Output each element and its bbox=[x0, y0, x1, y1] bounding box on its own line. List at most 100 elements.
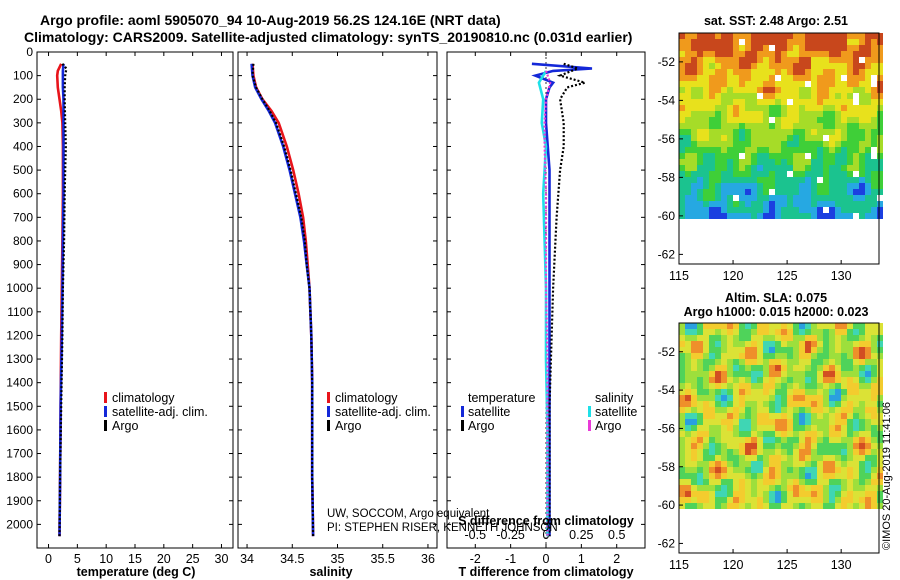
map-cell bbox=[853, 425, 859, 431]
map-cell bbox=[739, 365, 745, 371]
map-cell bbox=[877, 201, 883, 207]
map-cell bbox=[811, 437, 817, 443]
map-cell bbox=[853, 413, 859, 419]
map-cell bbox=[877, 81, 883, 87]
map-cell bbox=[715, 491, 721, 497]
map-cell bbox=[781, 491, 787, 497]
map-cell bbox=[793, 153, 799, 159]
map-cell bbox=[823, 353, 829, 359]
map-cell bbox=[775, 431, 781, 437]
map-cell bbox=[841, 335, 847, 341]
map-cell bbox=[703, 45, 709, 51]
map-cell bbox=[721, 213, 727, 219]
map-cell bbox=[769, 141, 775, 147]
map-cell bbox=[811, 75, 817, 81]
map-cell bbox=[733, 117, 739, 123]
map-cell bbox=[841, 81, 847, 87]
x-tick-label: 35 bbox=[331, 552, 345, 566]
map-cell bbox=[697, 45, 703, 51]
map-cell bbox=[685, 129, 691, 135]
map-cell bbox=[835, 201, 841, 207]
map-cell bbox=[685, 377, 691, 383]
map-cell bbox=[757, 341, 763, 347]
map-cell bbox=[865, 165, 871, 171]
map-cell bbox=[691, 323, 697, 329]
map-cell bbox=[847, 87, 853, 93]
map-cell bbox=[805, 449, 811, 455]
map-cell bbox=[799, 135, 805, 141]
map-cell bbox=[871, 431, 877, 437]
map-cell bbox=[721, 491, 727, 497]
map-cell bbox=[709, 365, 715, 371]
map-cell bbox=[751, 473, 757, 479]
map-cell bbox=[859, 183, 865, 189]
map-cell bbox=[709, 335, 715, 341]
map-cell bbox=[799, 371, 805, 377]
map-cell bbox=[799, 183, 805, 189]
map-cell bbox=[817, 491, 823, 497]
map-cell bbox=[871, 395, 877, 401]
map-cell bbox=[859, 461, 865, 467]
map-cell bbox=[799, 323, 805, 329]
map-cell bbox=[811, 479, 817, 485]
map-cell bbox=[757, 183, 763, 189]
map-cell bbox=[757, 371, 763, 377]
map-cell bbox=[733, 201, 739, 207]
map-cell bbox=[841, 153, 847, 159]
map-cell bbox=[859, 123, 865, 129]
map-cell bbox=[847, 407, 853, 413]
map-cell bbox=[679, 347, 685, 353]
map-cell bbox=[739, 207, 745, 213]
map-cell bbox=[745, 503, 751, 509]
map-cell bbox=[763, 479, 769, 485]
map-cell bbox=[685, 341, 691, 347]
map-cell bbox=[859, 419, 865, 425]
map-cell bbox=[793, 413, 799, 419]
map-cell bbox=[823, 359, 829, 365]
map-cell bbox=[835, 389, 841, 395]
map-cell bbox=[763, 111, 769, 117]
map-cell bbox=[745, 99, 751, 105]
map-cell bbox=[739, 449, 745, 455]
map-cell bbox=[787, 425, 793, 431]
map-cell bbox=[853, 63, 859, 69]
map-cell bbox=[727, 407, 733, 413]
x-tick-label: 34 bbox=[240, 552, 254, 566]
series-line-salinity-argo bbox=[543, 70, 552, 537]
map-cell bbox=[781, 117, 787, 123]
map-cell bbox=[799, 51, 805, 57]
map-cell bbox=[793, 359, 799, 365]
map-cell bbox=[853, 419, 859, 425]
map-cell bbox=[721, 207, 727, 213]
map-cell bbox=[859, 153, 865, 159]
map-cell bbox=[817, 485, 823, 491]
map-cell bbox=[835, 195, 841, 201]
map-cell bbox=[835, 365, 841, 371]
map-cell bbox=[727, 87, 733, 93]
map-cell bbox=[745, 147, 751, 153]
map-cell bbox=[799, 63, 805, 69]
map-cell bbox=[805, 443, 811, 449]
map-cell bbox=[757, 395, 763, 401]
map-cell bbox=[691, 33, 697, 39]
map-cell bbox=[781, 473, 787, 479]
map-cell bbox=[733, 207, 739, 213]
map-cell bbox=[877, 347, 883, 353]
map-cell bbox=[877, 99, 883, 105]
map-cell bbox=[685, 141, 691, 147]
map-cell bbox=[757, 39, 763, 45]
map-cell bbox=[763, 413, 769, 419]
map-cell bbox=[685, 365, 691, 371]
map-cell bbox=[835, 177, 841, 183]
map-cell bbox=[679, 323, 685, 329]
map-cell bbox=[811, 431, 817, 437]
map-cell bbox=[745, 165, 751, 171]
map-cell bbox=[835, 491, 841, 497]
map-cell bbox=[805, 207, 811, 213]
map-cell bbox=[721, 485, 727, 491]
map-cell bbox=[787, 69, 793, 75]
map-cell bbox=[823, 57, 829, 63]
series-line-argo bbox=[251, 63, 315, 537]
map-cell bbox=[745, 353, 751, 359]
map-cell bbox=[817, 99, 823, 105]
